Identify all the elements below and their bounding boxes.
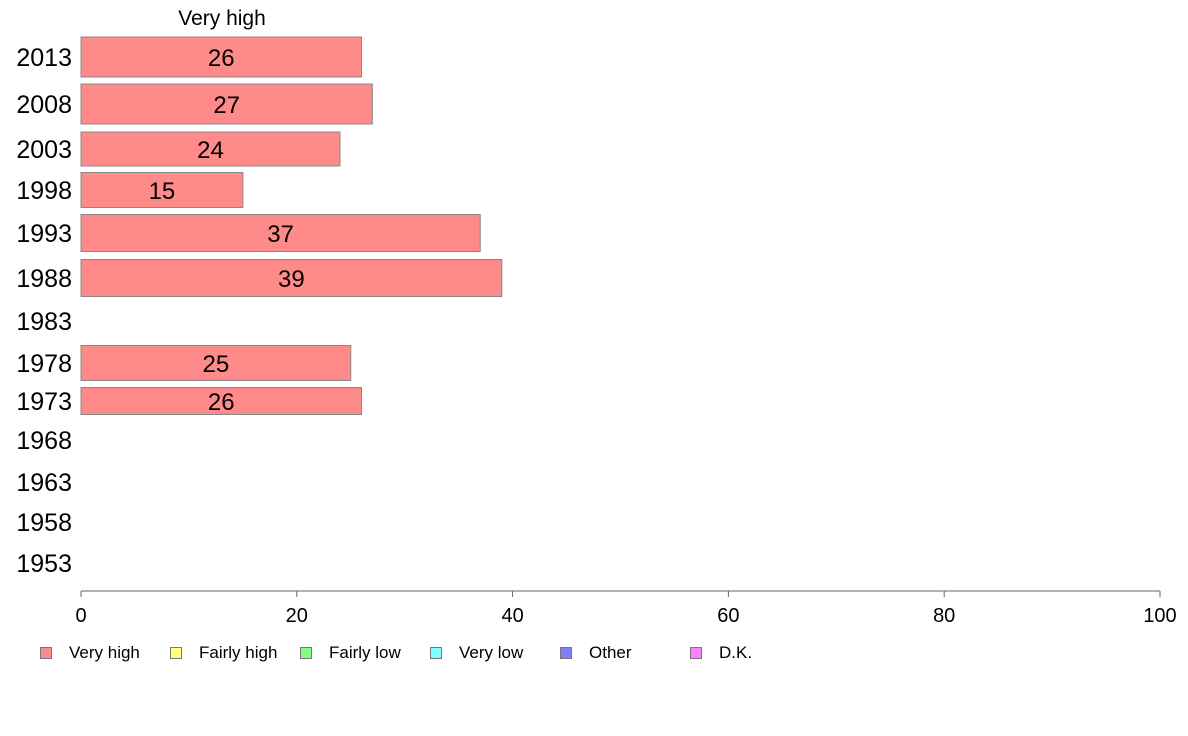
bar xyxy=(80,36,363,78)
category-label: 1983 xyxy=(16,308,72,336)
column-title: Very high xyxy=(178,7,266,30)
legend-swatch xyxy=(40,647,52,659)
bar-value-label: 25 xyxy=(203,351,230,378)
x-tick-label: 0 xyxy=(75,605,86,627)
bar xyxy=(80,83,373,125)
bar-value-label: 15 xyxy=(149,178,176,205)
bar xyxy=(80,387,363,415)
legend-label: Very high xyxy=(69,643,140,662)
legend-swatch xyxy=(170,647,182,659)
bar xyxy=(80,259,503,297)
category-label: 1998 xyxy=(16,177,72,205)
bar xyxy=(80,131,341,167)
legend-label: Very low xyxy=(459,643,524,662)
x-axis-ticks: 0 20 40 60 80 100 xyxy=(75,591,1177,627)
legend-item: D.K. xyxy=(690,643,752,663)
bar xyxy=(80,172,244,208)
bar-value-label: 39 xyxy=(278,266,305,293)
bar xyxy=(80,214,481,252)
category-label: 1968 xyxy=(16,427,72,455)
legend-item: Fairly high xyxy=(170,643,277,663)
legend-label: Fairly high xyxy=(199,643,278,662)
bar xyxy=(80,345,352,381)
category-label: 2003 xyxy=(16,136,72,164)
legend-label: D.K. xyxy=(719,643,753,662)
legend-item: Other xyxy=(560,643,632,663)
bar-value-label: 37 xyxy=(267,221,294,248)
category-label: 2013 xyxy=(16,44,72,72)
chart: Very high 2013 26 2008 27 2003 24 1998 15 1993 37… xyxy=(16,7,1177,627)
x-tick-label: 60 xyxy=(717,605,739,627)
legend-item: Very high xyxy=(40,643,140,663)
category-label: 1973 xyxy=(16,388,72,416)
category-label: 1978 xyxy=(16,350,72,378)
legend-swatch xyxy=(560,647,572,659)
legend-swatch xyxy=(690,647,702,659)
x-tick-label: 80 xyxy=(933,605,955,627)
category-label: 1958 xyxy=(16,509,72,537)
category-label: 1993 xyxy=(16,220,72,248)
legend-label: Other xyxy=(589,643,632,662)
category-label: 2008 xyxy=(16,91,72,119)
bar-rows: 2013 26 2008 27 2003 24 1998 15 1993 37 1988 39 1983… xyxy=(16,36,503,578)
bar-value-label: 24 xyxy=(197,137,224,164)
category-label: 1953 xyxy=(16,550,72,578)
bar-value-label: 26 xyxy=(208,45,235,72)
legend-label: Fairly low xyxy=(329,643,401,662)
bar-value-label: 27 xyxy=(213,92,240,119)
category-label: 1963 xyxy=(16,469,72,497)
x-tick-label: 100 xyxy=(1143,605,1176,627)
x-tick-label: 20 xyxy=(286,605,308,627)
legend: Very high Fairly high Fairly low Very low Ot… xyxy=(40,643,800,667)
legend-item: Fairly low xyxy=(300,643,401,663)
legend-item: Very low xyxy=(430,643,523,663)
legend-swatch xyxy=(300,647,312,659)
bar-value-label: 26 xyxy=(208,389,235,416)
category-label: 1988 xyxy=(16,265,72,293)
x-tick-label: 40 xyxy=(501,605,523,627)
legend-swatch xyxy=(430,647,442,659)
